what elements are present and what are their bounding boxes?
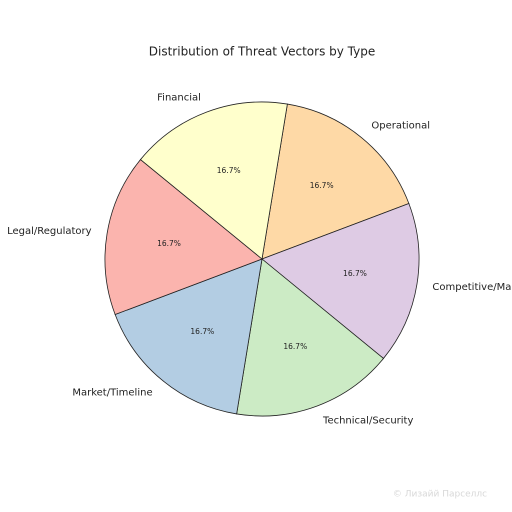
slice-label: Market/Timeline [72,388,152,399]
slice-label: Financial [157,92,201,103]
value-label: 16.7% [343,269,367,278]
chart-title: Distribution of Threat Vectors by Type [149,45,375,59]
value-label: 16.7% [190,327,214,336]
pie-slice [261,202,420,360]
pie-slice [114,258,263,415]
pie-slice [104,158,263,316]
pie-slice [236,258,385,417]
value-label: 16.7% [283,342,307,351]
slice-label: Legal/Regulatory [7,226,92,237]
value-label: 16.7% [157,239,181,248]
pie-slice [139,101,288,260]
watermark: © Лизайй Парселлс [393,490,487,500]
value-label: 16.7% [217,166,241,175]
slice-label: Competitive/Ma [432,282,511,293]
slice-label: Technical/Security [322,416,413,427]
slice-label: Operational [371,120,430,131]
value-label: 16.7% [310,181,334,190]
pie-slice [261,103,410,260]
